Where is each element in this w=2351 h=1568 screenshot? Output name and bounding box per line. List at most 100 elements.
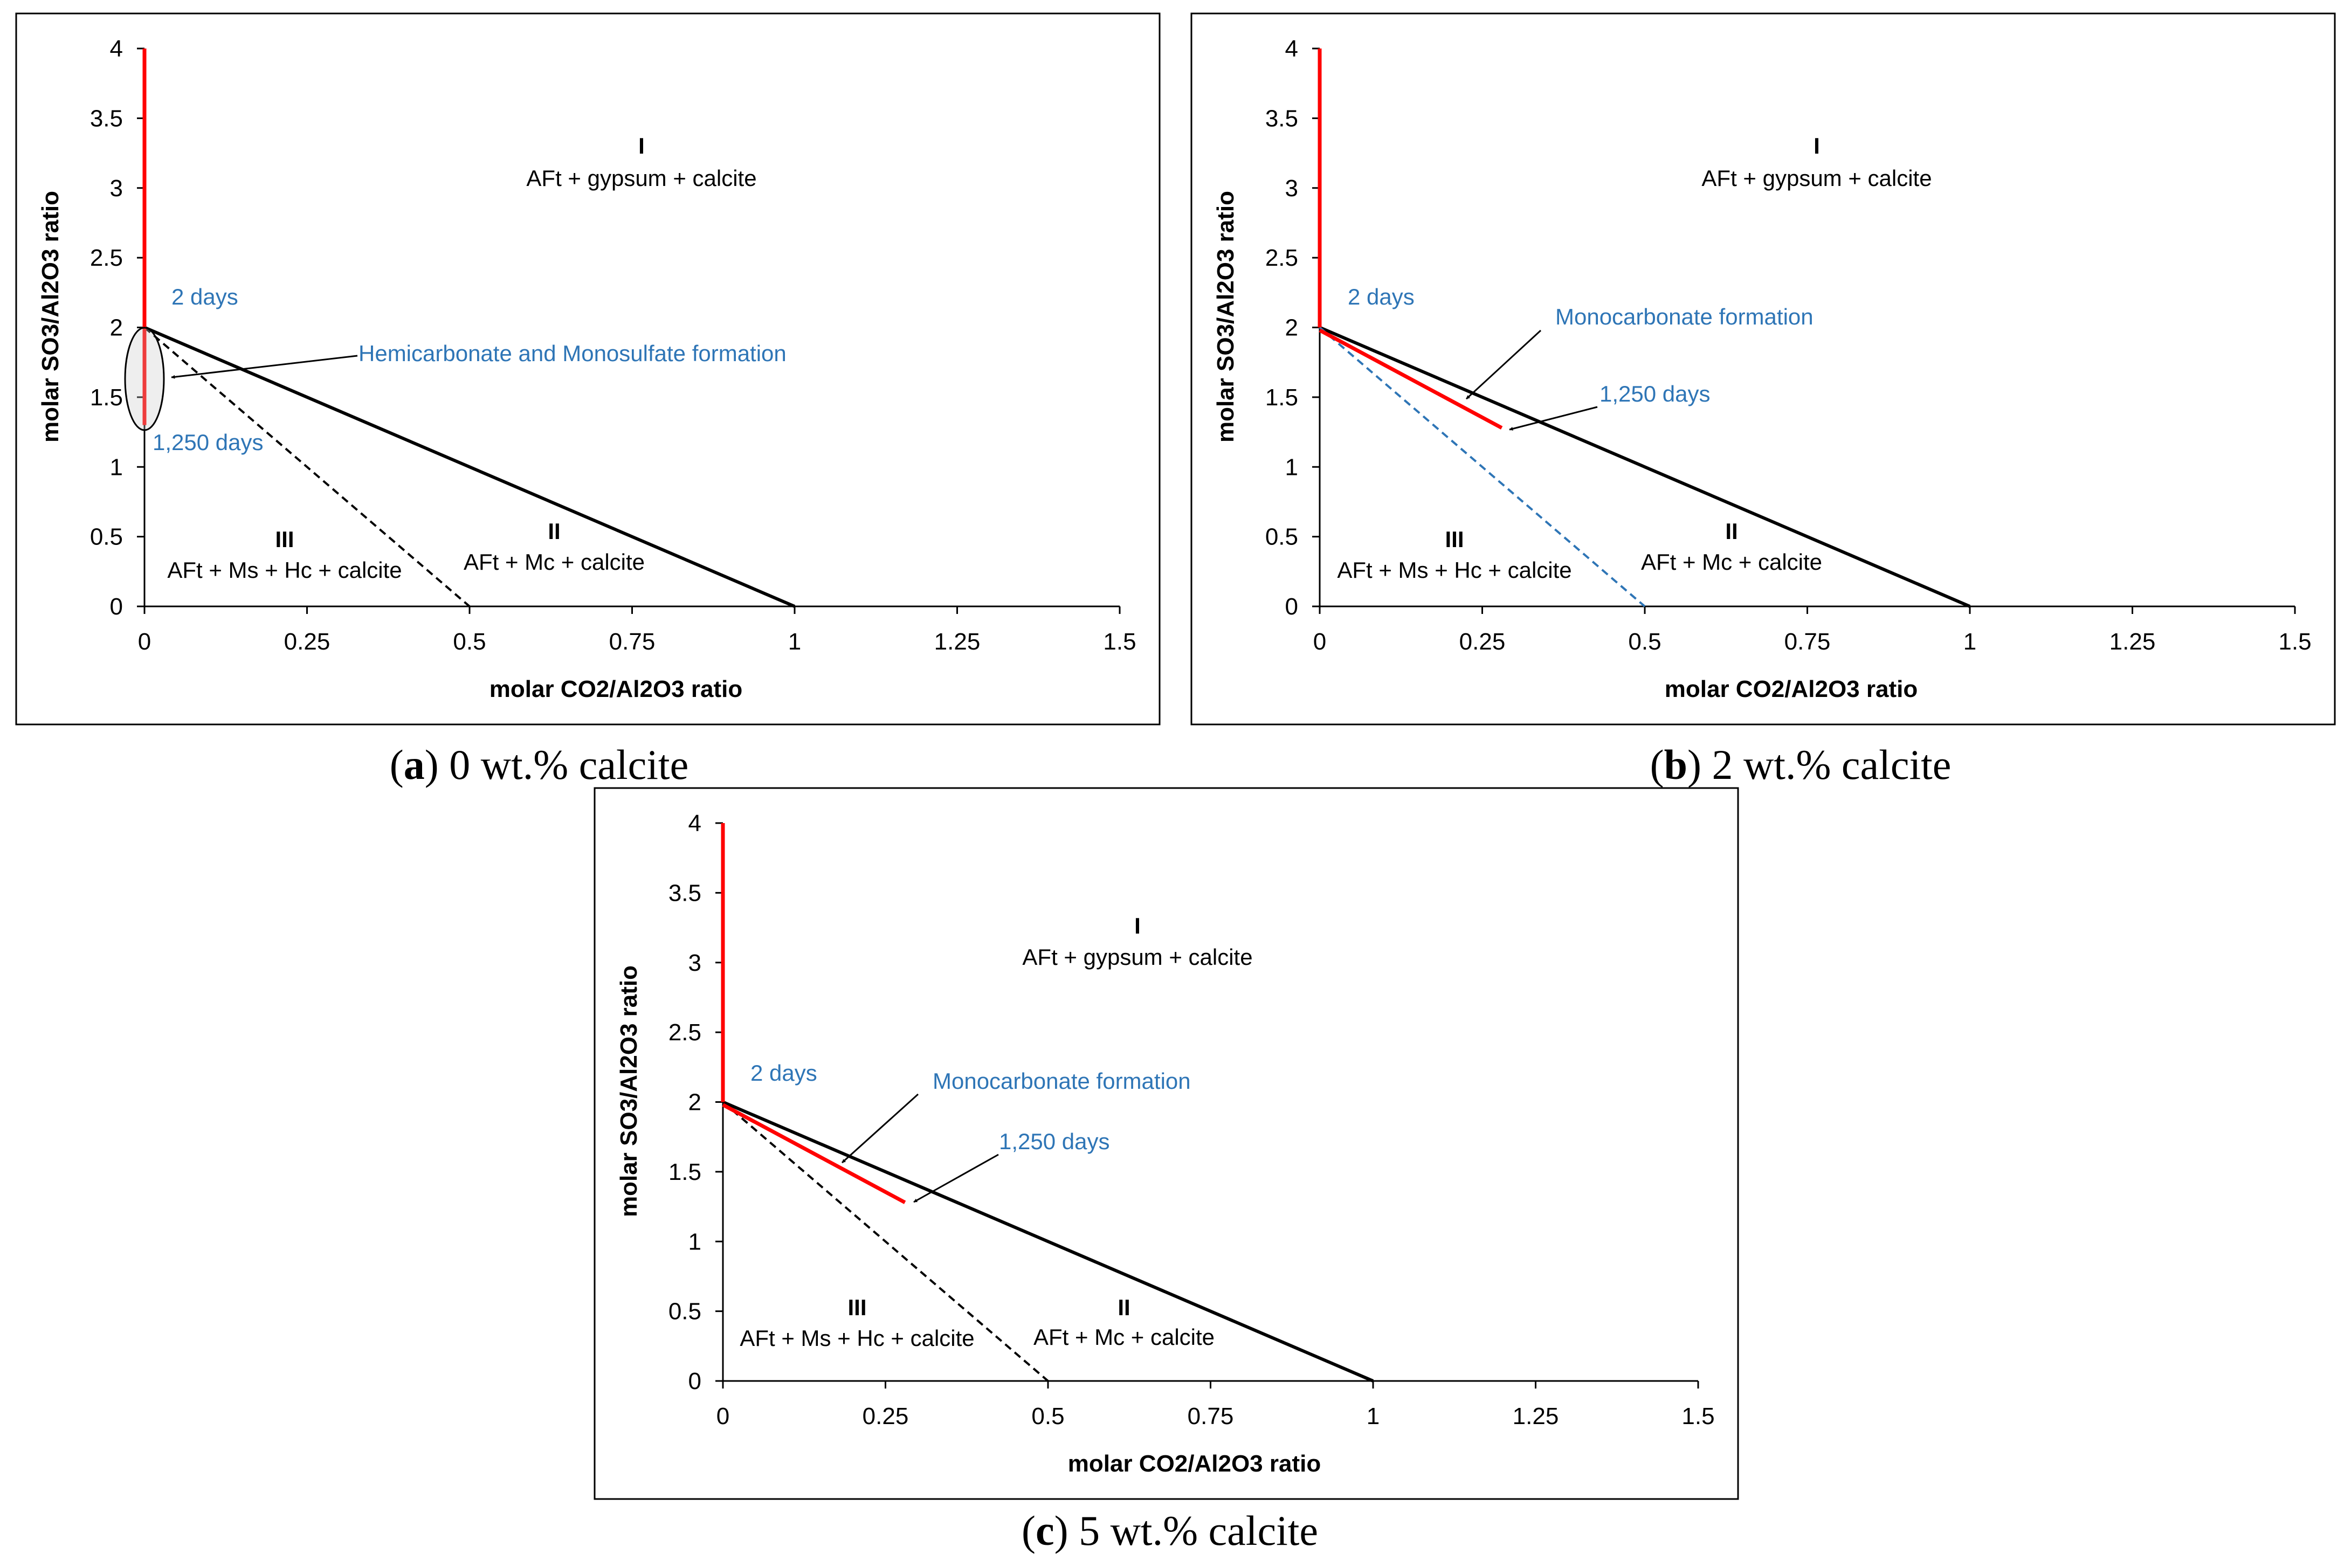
panel-caption: (c) 5 wt.% calcite bbox=[1022, 1507, 1318, 1554]
y-tick-label: 2 bbox=[110, 315, 123, 341]
y-tick-label: 1.5 bbox=[1265, 384, 1298, 411]
y-tick-label: 3.5 bbox=[668, 880, 701, 906]
x-tick-label: 0.25 bbox=[1459, 628, 1506, 655]
y-tick-label: 0.5 bbox=[668, 1298, 701, 1325]
red-trajectory-line bbox=[722, 1103, 906, 1204]
annotation-formation: Monocarbonate formation bbox=[933, 1068, 1191, 1094]
x-tick-label: 1 bbox=[788, 628, 801, 655]
caption-text: 2 wt.% calcite bbox=[1701, 741, 1951, 788]
x-tick-label: 0.75 bbox=[609, 628, 656, 655]
region-iii-label: AFt + Ms + Hc + calcite bbox=[167, 557, 402, 583]
region-ii-numeral: II bbox=[548, 519, 560, 544]
region-i-label: AFt + gypsum + calcite bbox=[1701, 165, 1932, 191]
annotation-arrow bbox=[1465, 329, 1542, 400]
region-ii-label: AFt + Mc + calcite bbox=[1033, 1324, 1215, 1350]
boundary-line-dashed bbox=[722, 1101, 1049, 1382]
y-tick-label: 2 bbox=[1285, 315, 1298, 341]
x-tick-label: 0 bbox=[1313, 628, 1326, 655]
x-tick-label: 1.25 bbox=[1513, 1403, 1559, 1429]
chart-panel-a: 0 0.25 0.5 0.75 1 1.25 1.5 0 0.5 1 1.5 2 2.5 3 3.5 4 mol… bbox=[15, 12, 1161, 788]
x-tick-label: 0.25 bbox=[284, 628, 330, 655]
y-tick-label: 2 bbox=[688, 1089, 701, 1116]
y-axis-title: molar SO3/Al2O3 ratio bbox=[616, 965, 642, 1217]
x-tick-label: 1.5 bbox=[1681, 1403, 1714, 1429]
caption-open-paren: ( bbox=[1022, 1507, 1036, 1554]
y-tick-label: 4 bbox=[1285, 36, 1298, 62]
y-tick-label: 2.5 bbox=[90, 245, 123, 271]
region-ii-numeral: II bbox=[1118, 1295, 1130, 1320]
annotation-arrow bbox=[913, 1153, 999, 1203]
boundary-line-solid bbox=[722, 1100, 1374, 1383]
caption-letter: b bbox=[1664, 741, 1687, 788]
annotation-1250-days: 1,250 days bbox=[999, 1129, 1110, 1154]
annotation-1250-days: 1,250 days bbox=[1599, 381, 1711, 406]
x-tick-label: 0.5 bbox=[1628, 628, 1661, 655]
region-ii-numeral: II bbox=[1725, 519, 1738, 544]
boundary-line-dashed bbox=[1319, 326, 1646, 607]
x-tick-label: 1.25 bbox=[934, 628, 981, 655]
chart-panel-b: 0 0.25 0.5 0.75 1 1.25 1.5 0 0.5 1 1.5 2 2.5 3 3.5 4 mol… bbox=[1190, 12, 2336, 788]
annotation-formation: Monocarbonate formation bbox=[1555, 304, 1814, 329]
x-tick-label: 1.5 bbox=[2278, 628, 2311, 655]
x-axis-title: molar CO2/Al2O3 ratio bbox=[1068, 1450, 1321, 1477]
panel-frame bbox=[15, 12, 1161, 726]
caption-close-paren: ) bbox=[425, 741, 439, 788]
y-tick-label: 1.5 bbox=[90, 384, 123, 411]
y-tick-label: 0 bbox=[110, 593, 123, 620]
caption-close-paren: ) bbox=[1054, 1507, 1068, 1554]
region-i-numeral: I bbox=[1814, 133, 1820, 158]
region-iii-label: AFt + Ms + Hc + calcite bbox=[1337, 557, 1571, 583]
x-axis-title: molar CO2/Al2O3 ratio bbox=[1665, 676, 1918, 702]
panel-frame bbox=[1190, 12, 2336, 726]
x-tick-label: 0 bbox=[138, 628, 151, 655]
y-tick-label: 0.5 bbox=[90, 524, 123, 550]
x-tick-label: 0.75 bbox=[1784, 628, 1831, 655]
panel-frame bbox=[594, 787, 1739, 1500]
y-tick-label: 3.5 bbox=[90, 105, 123, 132]
y-tick-label: 0.5 bbox=[1265, 524, 1298, 550]
caption-text: 0 wt.% calcite bbox=[439, 741, 688, 788]
boundary-line-solid bbox=[143, 326, 796, 608]
x-tick-label: 1.5 bbox=[1103, 628, 1136, 655]
region-i-numeral: I bbox=[638, 133, 645, 158]
x-tick-label: 0.75 bbox=[1188, 1403, 1234, 1429]
region-i-label: AFt + gypsum + calcite bbox=[526, 165, 756, 191]
y-tick-label: 0 bbox=[1285, 593, 1298, 620]
annotation-arrow bbox=[171, 355, 358, 379]
x-tick-label: 0.25 bbox=[863, 1403, 909, 1429]
x-tick-label: 0.5 bbox=[1031, 1403, 1064, 1429]
panel-caption: (a) 0 wt.% calcite bbox=[390, 741, 688, 788]
boundary-line-dashed bbox=[143, 326, 471, 607]
caption-letter: a bbox=[404, 741, 425, 788]
region-i-label: AFt + gypsum + calcite bbox=[1022, 944, 1252, 970]
y-tick-label: 1 bbox=[1285, 454, 1298, 480]
y-tick-label: 1 bbox=[688, 1228, 701, 1255]
annotation-2-days: 2 days bbox=[171, 284, 238, 309]
caption-close-paren: ) bbox=[1687, 741, 1701, 788]
y-tick-label: 3 bbox=[688, 950, 701, 976]
x-tick-label: 0 bbox=[716, 1403, 729, 1429]
y-axis-title: molar SO3/Al2O3 ratio bbox=[37, 191, 64, 443]
region-iii-numeral: III bbox=[275, 527, 294, 552]
region-ii-label: AFt + Mc + calcite bbox=[1641, 549, 1822, 575]
y-tick-label: 1 bbox=[110, 454, 123, 480]
region-iii-label: AFt + Ms + Hc + calcite bbox=[740, 1325, 974, 1351]
y-tick-label: 4 bbox=[110, 36, 123, 62]
y-tick-label: 3 bbox=[1285, 175, 1298, 202]
y-tick-label: 3 bbox=[110, 175, 123, 202]
y-tick-label: 1.5 bbox=[668, 1159, 701, 1185]
caption-open-paren: ( bbox=[1650, 741, 1664, 788]
y-tick-label: 2.5 bbox=[1265, 245, 1298, 271]
x-axis-title: molar CO2/Al2O3 ratio bbox=[489, 676, 742, 702]
panel-caption: (b) 2 wt.% calcite bbox=[1650, 741, 1952, 788]
highlight-ellipse bbox=[124, 327, 165, 431]
caption-letter: c bbox=[1036, 1507, 1054, 1554]
region-iii-numeral: III bbox=[847, 1295, 866, 1320]
region-iii-numeral: III bbox=[1445, 527, 1464, 552]
caption-text: 5 wt.% calcite bbox=[1068, 1507, 1318, 1554]
boundary-line-solid bbox=[1319, 326, 1971, 608]
y-axis-title: molar SO3/Al2O3 ratio bbox=[1212, 191, 1239, 443]
annotation-1250-days: 1,250 days bbox=[153, 430, 264, 455]
annotation-2-days: 2 days bbox=[750, 1060, 817, 1086]
